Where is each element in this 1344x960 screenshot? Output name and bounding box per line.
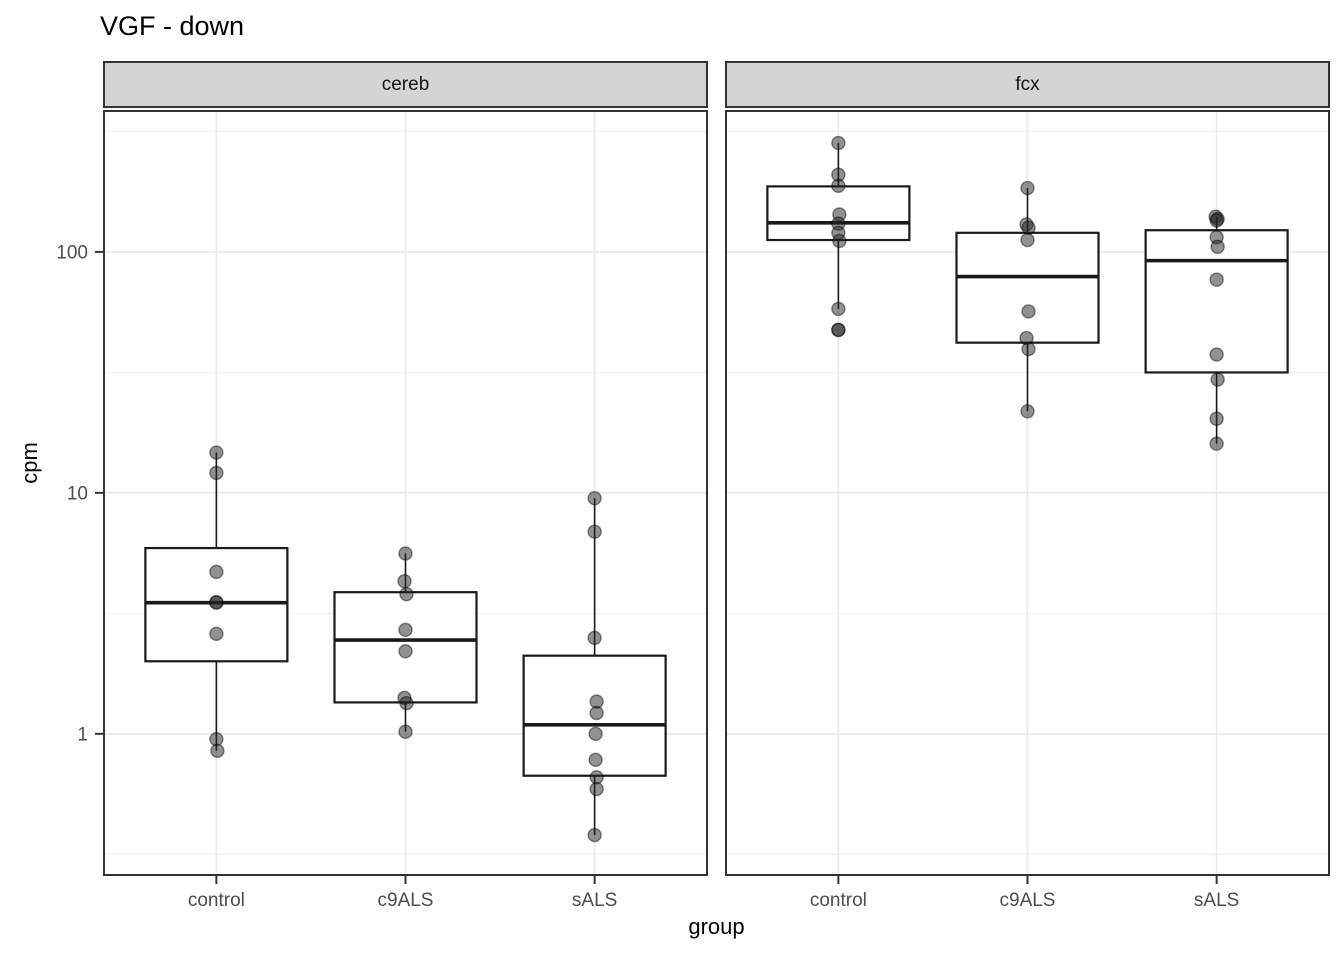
panel-cereb — [103, 110, 708, 876]
box — [955, 231, 1100, 344]
jitter-point — [210, 743, 225, 759]
facet-strip-fcx: fcx — [725, 61, 1330, 108]
jitter-point — [398, 546, 413, 561]
jitter-point — [1020, 232, 1035, 248]
jitter-point — [831, 178, 846, 194]
jitter-point — [589, 781, 604, 797]
jitter-point — [587, 827, 602, 843]
x-tick-label: sALS — [572, 890, 617, 911]
jitter-point — [1209, 347, 1224, 362]
panel-canvas — [725, 110, 1330, 876]
points-cereb-sALS — [587, 491, 604, 843]
jitter-point — [1021, 341, 1036, 357]
jitter-point — [588, 726, 603, 742]
jitter-point — [1021, 220, 1036, 235]
jitter-point — [1209, 272, 1224, 287]
jitter-point — [209, 564, 224, 580]
jitter-point — [1020, 180, 1035, 196]
x-tick-label: c9ALS — [1000, 890, 1056, 911]
jitter-point — [398, 724, 413, 739]
points-fcx-c9ALS — [1019, 180, 1036, 419]
jitter-point — [209, 595, 224, 610]
jitter-point — [587, 630, 602, 646]
chart-title: VGF - down — [100, 11, 245, 41]
x-tick-label: c9ALS — [378, 890, 434, 911]
panel-fcx — [725, 110, 1330, 876]
jitter-point — [1209, 436, 1224, 451]
jitter-point — [832, 233, 847, 249]
jitter-point — [209, 445, 224, 460]
jitter-point — [398, 644, 413, 659]
y-tick-label: 100 — [56, 242, 88, 263]
panel-canvas — [103, 110, 708, 876]
jitter-point — [209, 465, 224, 481]
jitter-point — [587, 524, 602, 539]
y-tick-label: 1 — [77, 724, 88, 745]
facet-strip-label: cereb — [381, 73, 430, 95]
jitter-point — [399, 695, 414, 711]
jitter-point — [1209, 411, 1224, 426]
jitter-point — [1021, 304, 1036, 319]
x-tick-label: control — [188, 890, 245, 911]
jitter-point — [831, 301, 846, 317]
panel-border — [103, 110, 708, 876]
jitter-point — [1020, 404, 1035, 419]
jitter-point — [589, 705, 604, 721]
y-tick-label: 10 — [67, 483, 88, 504]
jitter-point — [399, 586, 414, 602]
jitter-point — [587, 491, 602, 506]
jitter-point — [1210, 239, 1225, 254]
points-fcx-sALS — [1208, 209, 1225, 451]
jitter-point — [1210, 372, 1225, 387]
points-cereb-control — [209, 445, 225, 759]
x-axis-title: group — [688, 914, 745, 939]
boxplot-fcx-sALS — [1144, 216, 1289, 444]
jitter-point — [209, 626, 224, 642]
jitter-point — [398, 622, 413, 638]
jitter-point — [397, 573, 412, 589]
x-tick-label: sALS — [1194, 890, 1239, 911]
panel-border — [725, 110, 1330, 876]
x-tick-label: control — [810, 890, 867, 911]
facet-strip-label: fcx — [1015, 73, 1040, 95]
jitter-point — [1209, 213, 1224, 228]
y-axis-title: cpm — [17, 442, 42, 484]
jitter-point — [588, 752, 603, 768]
points-fcx-control — [831, 135, 847, 338]
jitter-point — [831, 322, 846, 338]
facet-strip-cereb: cereb — [103, 61, 708, 108]
points-cereb-c9ALS — [397, 546, 414, 739]
jitter-point — [831, 135, 846, 151]
